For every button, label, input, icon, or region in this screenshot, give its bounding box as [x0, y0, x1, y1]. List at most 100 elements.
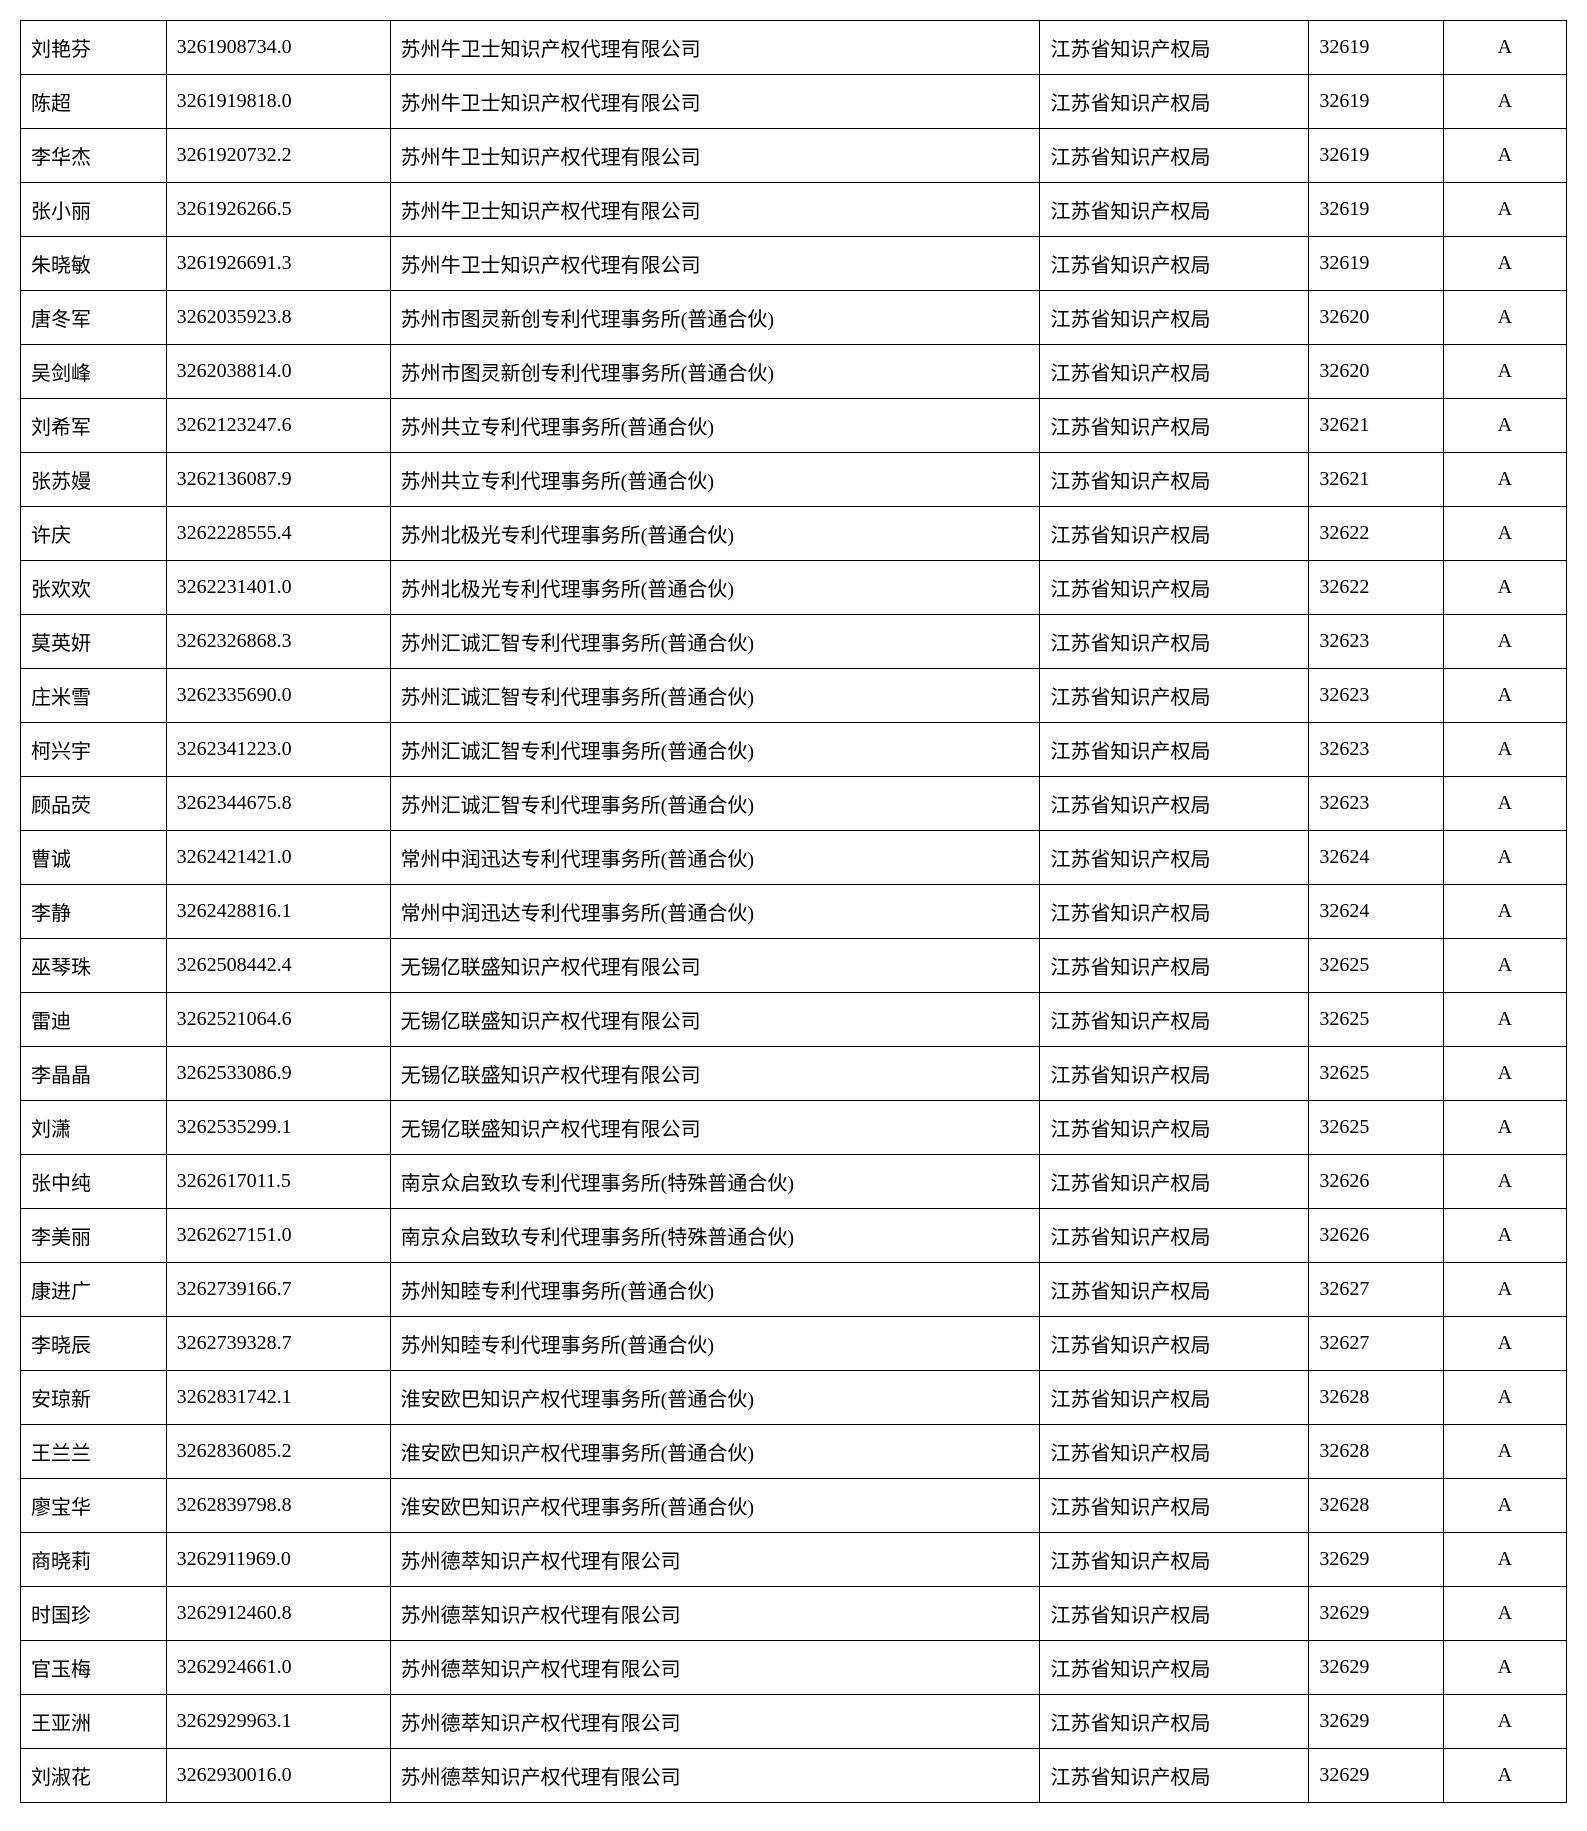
cell-company: 苏州德萃知识产权代理有限公司: [390, 1641, 1040, 1695]
table-row: 巫琴珠3262508442.4无锡亿联盛知识产权代理有限公司江苏省知识产权局32…: [21, 939, 1567, 993]
table-row: 许庆3262228555.4苏州北极光专利代理事务所(普通合伙)江苏省知识产权局…: [21, 507, 1567, 561]
cell-name: 李晶晶: [21, 1047, 167, 1101]
cell-id: 3262912460.8: [166, 1587, 390, 1641]
cell-bureau: 江苏省知识产权局: [1040, 1317, 1309, 1371]
cell-company: 淮安欧巴知识产权代理事务所(普通合伙): [390, 1425, 1040, 1479]
cell-company: 南京众启致玖专利代理事务所(特殊普通合伙): [390, 1209, 1040, 1263]
cell-bureau: 江苏省知识产权局: [1040, 993, 1309, 1047]
cell-company: 苏州汇诚汇智专利代理事务所(普通合伙): [390, 723, 1040, 777]
cell-id: 3262739166.7: [166, 1263, 390, 1317]
cell-code: 32621: [1309, 453, 1443, 507]
cell-grade: A: [1443, 1641, 1566, 1695]
table-row: 刘艳芬3261908734.0苏州牛卫士知识产权代理有限公司江苏省知识产权局32…: [21, 21, 1567, 75]
cell-grade: A: [1443, 1587, 1566, 1641]
cell-grade: A: [1443, 1209, 1566, 1263]
cell-code: 32624: [1309, 885, 1443, 939]
cell-bureau: 江苏省知识产权局: [1040, 129, 1309, 183]
cell-name: 李华杰: [21, 129, 167, 183]
cell-code: 32619: [1309, 21, 1443, 75]
table-row: 张欢欢3262231401.0苏州北极光专利代理事务所(普通合伙)江苏省知识产权…: [21, 561, 1567, 615]
cell-name: 朱晓敏: [21, 237, 167, 291]
cell-id: 3262617011.5: [166, 1155, 390, 1209]
cell-code: 32628: [1309, 1425, 1443, 1479]
cell-id: 3262341223.0: [166, 723, 390, 777]
cell-grade: A: [1443, 1101, 1566, 1155]
cell-name: 莫英妍: [21, 615, 167, 669]
cell-name: 刘潇: [21, 1101, 167, 1155]
cell-id: 3262924661.0: [166, 1641, 390, 1695]
cell-code: 32619: [1309, 237, 1443, 291]
cell-company: 苏州共立专利代理事务所(普通合伙): [390, 399, 1040, 453]
cell-company: 淮安欧巴知识产权代理事务所(普通合伙): [390, 1479, 1040, 1533]
cell-grade: A: [1443, 1479, 1566, 1533]
table-row: 朱晓敏3261926691.3苏州牛卫士知识产权代理有限公司江苏省知识产权局32…: [21, 237, 1567, 291]
cell-id: 3262136087.9: [166, 453, 390, 507]
cell-bureau: 江苏省知识产权局: [1040, 345, 1309, 399]
cell-code: 32619: [1309, 75, 1443, 129]
cell-name: 张中纯: [21, 1155, 167, 1209]
table-row: 陈超3261919818.0苏州牛卫士知识产权代理有限公司江苏省知识产权局326…: [21, 75, 1567, 129]
cell-company: 常州中润迅达专利代理事务所(普通合伙): [390, 885, 1040, 939]
table-row: 官玉梅3262924661.0苏州德萃知识产权代理有限公司江苏省知识产权局326…: [21, 1641, 1567, 1695]
cell-name: 廖宝华: [21, 1479, 167, 1533]
cell-id: 3261926691.3: [166, 237, 390, 291]
cell-id: 3262929963.1: [166, 1695, 390, 1749]
cell-company: 苏州牛卫士知识产权代理有限公司: [390, 75, 1040, 129]
cell-name: 王亚洲: [21, 1695, 167, 1749]
cell-code: 32625: [1309, 993, 1443, 1047]
cell-code: 32628: [1309, 1479, 1443, 1533]
cell-bureau: 江苏省知识产权局: [1040, 1479, 1309, 1533]
cell-id: 3262123247.6: [166, 399, 390, 453]
table-row: 唐冬军3262035923.8苏州市图灵新创专利代理事务所(普通合伙)江苏省知识…: [21, 291, 1567, 345]
cell-code: 32627: [1309, 1317, 1443, 1371]
table-row: 李晶晶3262533086.9无锡亿联盛知识产权代理有限公司江苏省知识产权局32…: [21, 1047, 1567, 1101]
cell-grade: A: [1443, 291, 1566, 345]
cell-code: 32621: [1309, 399, 1443, 453]
cell-bureau: 江苏省知识产权局: [1040, 1101, 1309, 1155]
cell-company: 苏州汇诚汇智专利代理事务所(普通合伙): [390, 669, 1040, 723]
cell-bureau: 江苏省知识产权局: [1040, 1263, 1309, 1317]
cell-grade: A: [1443, 1263, 1566, 1317]
cell-id: 3262521064.6: [166, 993, 390, 1047]
table-row: 商晓莉3262911969.0苏州德萃知识产权代理有限公司江苏省知识产权局326…: [21, 1533, 1567, 1587]
cell-grade: A: [1443, 21, 1566, 75]
cell-code: 32622: [1309, 561, 1443, 615]
cell-grade: A: [1443, 561, 1566, 615]
cell-company: 苏州市图灵新创专利代理事务所(普通合伙): [390, 291, 1040, 345]
cell-code: 32625: [1309, 1101, 1443, 1155]
table-row: 李静3262428816.1常州中润迅达专利代理事务所(普通合伙)江苏省知识产权…: [21, 885, 1567, 939]
table-body: 刘艳芬3261908734.0苏州牛卫士知识产权代理有限公司江苏省知识产权局32…: [21, 21, 1567, 1803]
cell-id: 3261919818.0: [166, 75, 390, 129]
cell-bureau: 江苏省知识产权局: [1040, 75, 1309, 129]
cell-name: 康进广: [21, 1263, 167, 1317]
cell-bureau: 江苏省知识产权局: [1040, 183, 1309, 237]
table-row: 王兰兰3262836085.2淮安欧巴知识产权代理事务所(普通合伙)江苏省知识产…: [21, 1425, 1567, 1479]
cell-company: 无锡亿联盛知识产权代理有限公司: [390, 1047, 1040, 1101]
cell-company: 苏州知睦专利代理事务所(普通合伙): [390, 1263, 1040, 1317]
table-row: 廖宝华3262839798.8淮安欧巴知识产权代理事务所(普通合伙)江苏省知识产…: [21, 1479, 1567, 1533]
cell-company: 苏州牛卫士知识产权代理有限公司: [390, 183, 1040, 237]
cell-code: 32619: [1309, 183, 1443, 237]
cell-bureau: 江苏省知识产权局: [1040, 615, 1309, 669]
cell-grade: A: [1443, 1749, 1566, 1803]
cell-grade: A: [1443, 777, 1566, 831]
cell-code: 32626: [1309, 1155, 1443, 1209]
cell-id: 3261926266.5: [166, 183, 390, 237]
cell-bureau: 江苏省知识产权局: [1040, 1641, 1309, 1695]
cell-name: 顾品荧: [21, 777, 167, 831]
cell-code: 32629: [1309, 1695, 1443, 1749]
cell-id: 3262533086.9: [166, 1047, 390, 1101]
cell-name: 陈超: [21, 75, 167, 129]
cell-company: 苏州共立专利代理事务所(普通合伙): [390, 453, 1040, 507]
cell-bureau: 江苏省知识产权局: [1040, 777, 1309, 831]
table-row: 莫英妍3262326868.3苏州汇诚汇智专利代理事务所(普通合伙)江苏省知识产…: [21, 615, 1567, 669]
cell-grade: A: [1443, 831, 1566, 885]
table-row: 雷迪3262521064.6无锡亿联盛知识产权代理有限公司江苏省知识产权局326…: [21, 993, 1567, 1047]
cell-grade: A: [1443, 75, 1566, 129]
cell-company: 无锡亿联盛知识产权代理有限公司: [390, 939, 1040, 993]
cell-code: 32628: [1309, 1371, 1443, 1425]
cell-code: 32620: [1309, 345, 1443, 399]
cell-bureau: 江苏省知识产权局: [1040, 561, 1309, 615]
cell-grade: A: [1443, 237, 1566, 291]
cell-bureau: 江苏省知识产权局: [1040, 723, 1309, 777]
